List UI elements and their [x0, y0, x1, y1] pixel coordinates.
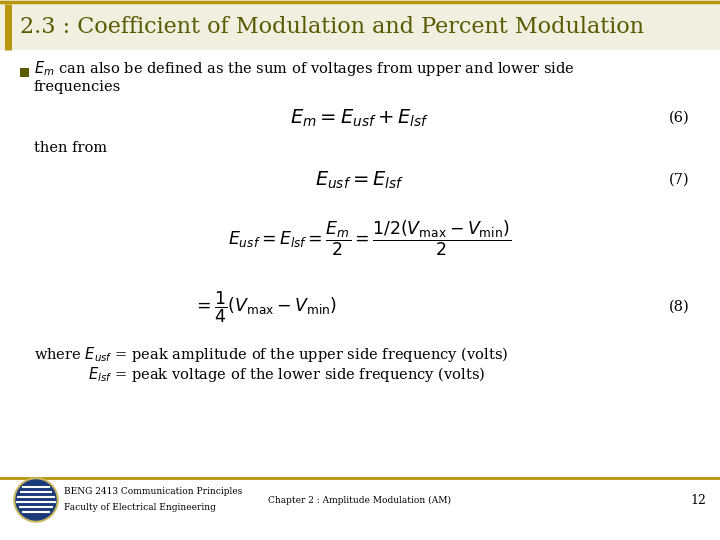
Text: $E_{usf} = E_{lsf} = \dfrac{E_m}{2} = \dfrac{1/2\left(V_{\mathrm{max}}-V_{\mathr: $E_{usf} = E_{lsf} = \dfrac{E_m}{2} = \d… [228, 218, 512, 258]
Text: (6): (6) [670, 111, 690, 125]
Text: where $E_{usf}$ = peak amplitude of the upper side frequency (volts): where $E_{usf}$ = peak amplitude of the … [34, 346, 508, 365]
Text: 2.3 : Coefficient of Modulation and Percent Modulation: 2.3 : Coefficient of Modulation and Perc… [20, 16, 644, 38]
Text: (7): (7) [670, 173, 690, 187]
Bar [0, 0, 720, 50]
Circle shape [16, 480, 56, 520]
Bar [20, 68, 29, 77]
Text: then from: then from [34, 141, 107, 155]
Text: (8): (8) [670, 300, 690, 314]
Text: BENG 2413 Communication Principles: BENG 2413 Communication Principles [64, 488, 242, 496]
Text: $E_{lsf}$ = peak voltage of the lower side frequency (volts): $E_{lsf}$ = peak voltage of the lower si… [88, 366, 485, 384]
Text: 12: 12 [690, 494, 706, 507]
Text: $E_m$ can also be defined as the sum of voltages from upper and lower side: $E_m$ can also be defined as the sum of … [34, 58, 575, 78]
Text: Faculty of Electrical Engineering: Faculty of Electrical Engineering [64, 503, 216, 512]
Text: $= \dfrac{1}{4}\left(V_{\mathrm{max}}-V_{\mathrm{min}}\right)$: $= \dfrac{1}{4}\left(V_{\mathrm{max}}-V_… [193, 289, 337, 325]
Text: $E_{usf} = E_{lsf}$: $E_{usf} = E_{lsf}$ [315, 170, 405, 191]
Text: Chapter 2 : Amplitude Modulation (AM): Chapter 2 : Amplitude Modulation (AM) [269, 495, 451, 504]
Circle shape [14, 478, 58, 522]
Text: $E_m = E_{usf} + E_{lsf}$: $E_m = E_{usf} + E_{lsf}$ [290, 107, 430, 129]
Text: frequencies: frequencies [34, 80, 121, 94]
